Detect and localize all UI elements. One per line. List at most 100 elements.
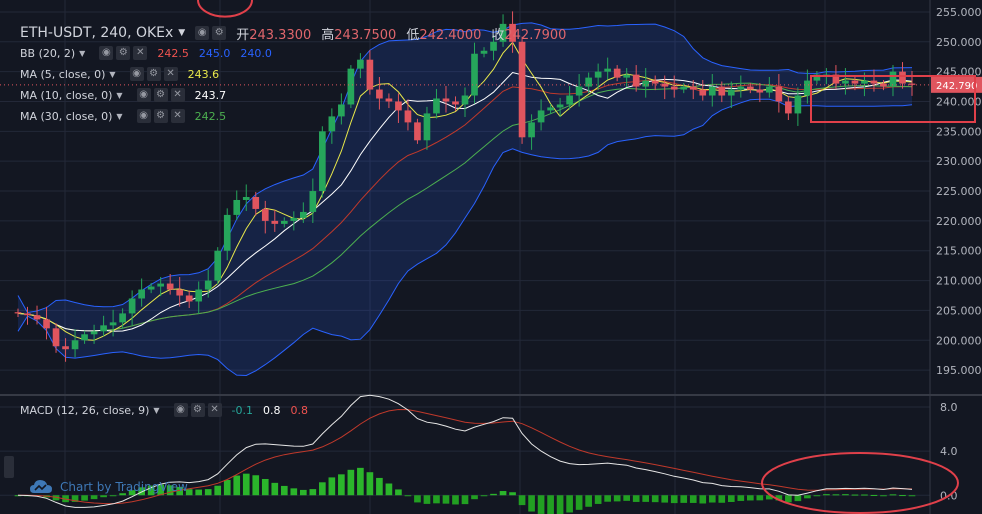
gear-icon[interactable]: ⚙: [146, 67, 161, 81]
macd-histogram-bar: [328, 477, 336, 496]
eye-icon[interactable]: ◉: [136, 88, 151, 102]
macd-histogram-bar: [870, 494, 878, 496]
candle: [404, 99, 412, 131]
eye-icon[interactable]: ◉: [129, 67, 144, 81]
chevron-down-icon[interactable]: ▼: [79, 48, 86, 58]
candle: [689, 79, 697, 100]
close-icon[interactable]: ✕: [207, 403, 222, 417]
ohlc-close: 收242.7900: [491, 27, 567, 43]
candle-body: [185, 295, 193, 302]
legend-ma10-label[interactable]: MA (10, close, 0): [20, 88, 113, 102]
candle-body: [62, 346, 69, 350]
macd-signal-value: 0.8: [290, 403, 308, 417]
macd-histogram-bar: [670, 495, 678, 504]
macd-histogram-bar: [376, 477, 383, 496]
candle: [566, 85, 573, 110]
macd-histogram-bar: [223, 479, 231, 496]
macd-histogram-bar: [242, 473, 250, 496]
y-tick-label: 210.000: [936, 275, 982, 288]
candle: [109, 309, 117, 337]
chevron-down-icon[interactable]: ▼: [116, 111, 123, 121]
candle-body: [651, 80, 659, 84]
ohlc-high: 高243.7500: [321, 27, 397, 43]
macd-line-value: 0.8: [262, 403, 281, 417]
candle: [290, 211, 298, 231]
macd-histogram-bar: [109, 495, 117, 497]
chevron-down-icon[interactable]: ▼: [109, 69, 116, 79]
bollinger-band-fill: [18, 22, 912, 376]
grid-lines: [0, 0, 930, 514]
macd-histogram-bar: [861, 494, 868, 496]
legend-ma5-label[interactable]: MA (5, close, 0): [20, 67, 106, 81]
candle-body: [870, 80, 878, 84]
watermark-text: Chart by TradingView: [60, 480, 188, 494]
candle: [81, 330, 88, 344]
gear-icon[interactable]: ⚙: [212, 26, 227, 40]
candle-body: [157, 283, 164, 287]
candle-body: [670, 86, 678, 90]
ma30-line: [17, 82, 913, 332]
legend-ma30-label[interactable]: MA (30, close, 0): [20, 109, 113, 123]
candle-body: [404, 110, 412, 123]
macd-histogram-bar: [509, 492, 516, 496]
candle-body: [813, 74, 821, 81]
bb-lower-line: [17, 98, 913, 377]
eye-icon[interactable]: ◉: [99, 46, 114, 60]
macd-histogram-bar: [185, 489, 193, 496]
candle-body: [642, 80, 650, 87]
eye-icon[interactable]: ◉: [173, 403, 188, 417]
close-icon[interactable]: ✕: [163, 67, 178, 81]
gear-icon[interactable]: ⚙: [190, 403, 205, 417]
macd-histogram-bar: [290, 488, 298, 496]
candle-body: [328, 116, 336, 132]
candle: [376, 77, 383, 110]
candle: [147, 282, 155, 294]
legend-bb: BB (20, 2) ▼ ◉ ⚙ ✕ 242.5 245.0 240.0: [20, 45, 282, 61]
eye-icon[interactable]: ◉: [195, 26, 210, 40]
tradingview-watermark[interactable]: Chart by TradingView: [30, 479, 188, 495]
candle-body: [385, 98, 393, 102]
candle: [328, 108, 336, 144]
macd-histogram-bar: [889, 494, 897, 496]
candle: [24, 306, 31, 325]
close-icon[interactable]: ✕: [170, 109, 185, 123]
gear-icon[interactable]: ⚙: [153, 109, 168, 123]
macd-histogram-bar: [623, 495, 631, 501]
chevron-down-icon[interactable]: ▼: [178, 28, 186, 38]
candle: [357, 53, 364, 79]
legend-macd-label[interactable]: MACD (12, 26, close, 9): [20, 403, 150, 417]
candle: [642, 68, 650, 98]
chevron-down-icon[interactable]: ▼: [116, 90, 123, 100]
y-tick-label: 8.0: [940, 401, 958, 414]
candle: [195, 281, 203, 315]
candle: [632, 65, 640, 92]
eye-icon[interactable]: ◉: [136, 109, 151, 123]
macd-histogram-bar: [195, 489, 203, 496]
legend-bb-label[interactable]: BB (20, 2): [20, 46, 76, 60]
y-tick-label: 195.000: [936, 364, 982, 377]
macd-histogram-bar: [271, 482, 279, 496]
chevron-down-icon[interactable]: ▼: [153, 405, 160, 415]
candle: [319, 126, 326, 198]
macd-histogram-bar: [176, 486, 184, 496]
y-tick-label: 215.000: [936, 245, 982, 258]
annotation-rectangle: [810, 75, 976, 123]
gear-icon[interactable]: ⚙: [153, 88, 168, 102]
bb-lower-value: 240.0: [240, 46, 272, 60]
candle-body: [547, 107, 554, 111]
macd-histogram-bar: [699, 495, 707, 504]
legend-ma5: MA (5, close, 0) ▼ ◉ ⚙ ✕ 243.6: [20, 66, 229, 82]
symbol-title[interactable]: ETH-USDT, 240, OKEx: [20, 25, 174, 41]
close-icon[interactable]: ✕: [133, 46, 148, 60]
candle: [52, 323, 60, 353]
macd-histogram-bar: [299, 489, 307, 496]
macd-histogram-bar: [157, 484, 164, 496]
candle-body: [832, 74, 840, 84]
candle: [518, 36, 526, 144]
macd-histogram-bar: [842, 494, 849, 496]
candle-body: [81, 334, 88, 341]
candle-body: [480, 50, 488, 54]
gear-icon[interactable]: ⚙: [116, 46, 131, 60]
close-icon[interactable]: ✕: [170, 88, 185, 102]
